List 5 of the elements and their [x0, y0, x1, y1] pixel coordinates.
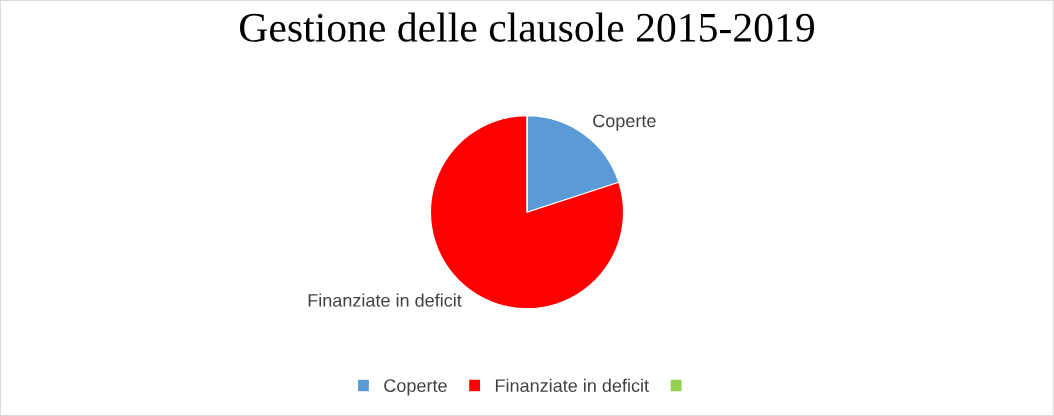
chart-title: Gestione delle clausole 2015-2019	[240, 12, 814, 42]
slice-label: Coperte	[593, 114, 656, 131]
legend-label: Coperte	[384, 379, 447, 396]
slice-label: Finanziate in deficit	[308, 293, 462, 307]
legend-label: Finanziate in deficit	[495, 378, 649, 393]
